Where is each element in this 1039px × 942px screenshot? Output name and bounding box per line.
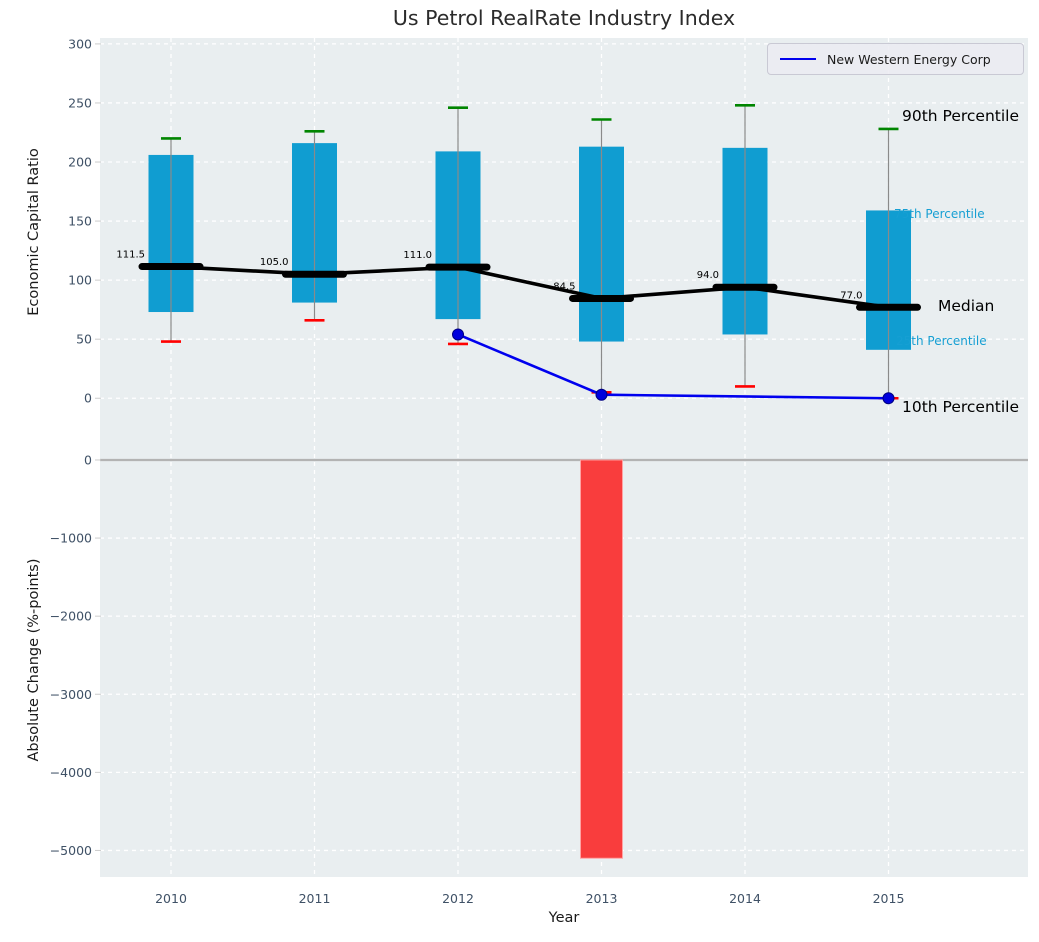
x-tick-label: 2010 [155, 891, 187, 906]
y-tick-label-top: 0 [84, 391, 92, 406]
annotation-25th-percentile: 25th Percentile [896, 334, 987, 348]
median-value-label: 84.5 [553, 281, 575, 292]
median-value-label: 94.0 [697, 270, 719, 281]
panel-background [100, 38, 1028, 877]
chart-title: Us Petrol RealRate Industry Index [392, 6, 736, 30]
y-axis-label-top: Economic Capital Ratio [26, 148, 42, 316]
company-marker [595, 388, 608, 401]
legend-box: New Western Energy Corp [767, 43, 1024, 75]
x-tick-label: 2011 [299, 891, 331, 906]
y-tick-label-bottom: −1000 [50, 531, 92, 546]
annotation-90th-percentile: 90th Percentile [902, 107, 1020, 125]
y-axis-label-bottom: Absolute Change (%-points) [26, 558, 42, 762]
annotation-75th-percentile: 75th Percentile [894, 207, 985, 221]
company-marker [452, 328, 464, 341]
median-value-label: 105.0 [260, 257, 289, 268]
y-tick-label-bottom: 0 [84, 452, 92, 467]
x-tick-label: 2015 [873, 891, 905, 906]
median-value-label: 77.0 [840, 290, 862, 301]
y-tick-label-bottom: −4000 [50, 765, 92, 780]
median-value-label: 111.0 [403, 250, 432, 261]
annotation-10th-percentile: 10th Percentile [902, 398, 1020, 416]
y-tick-label-top: 100 [68, 273, 92, 288]
company-marker [882, 392, 895, 405]
y-tick-label-bottom: −2000 [50, 609, 92, 624]
y-tick-label-bottom: −3000 [50, 687, 92, 702]
x-tick-label: 2013 [586, 891, 618, 906]
x-tick-label: 2012 [442, 891, 474, 906]
y-tick-label-top: 50 [76, 332, 92, 347]
y-tick-label-top: 300 [68, 36, 92, 51]
y-tick-label-top: 200 [68, 155, 92, 170]
legend-label: New Western Energy Corp [827, 51, 991, 67]
legend-line-swatch [780, 58, 816, 60]
y-tick-label-top: 150 [68, 214, 92, 229]
median-value-label: 111.5 [116, 250, 145, 261]
x-axis-label: Year [548, 910, 580, 926]
annotation-median: Median [938, 297, 995, 315]
change-bar [580, 459, 623, 859]
x-tick-label: 2014 [729, 891, 761, 906]
y-tick-label-bottom: −5000 [50, 843, 92, 858]
y-tick-label-top: 250 [68, 95, 92, 110]
